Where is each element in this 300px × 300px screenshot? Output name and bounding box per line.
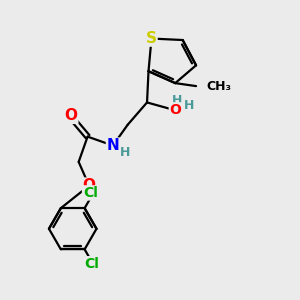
- Text: Cl: Cl: [85, 257, 100, 271]
- Text: H: H: [184, 99, 194, 112]
- Text: H: H: [172, 94, 182, 107]
- Text: O: O: [65, 108, 78, 123]
- Text: N: N: [106, 138, 119, 153]
- Text: H: H: [119, 146, 130, 159]
- Text: CH₃: CH₃: [206, 80, 231, 93]
- Text: Cl: Cl: [83, 186, 98, 200]
- Text: O: O: [82, 178, 96, 193]
- Text: S: S: [146, 31, 157, 46]
- Text: O: O: [169, 103, 181, 117]
